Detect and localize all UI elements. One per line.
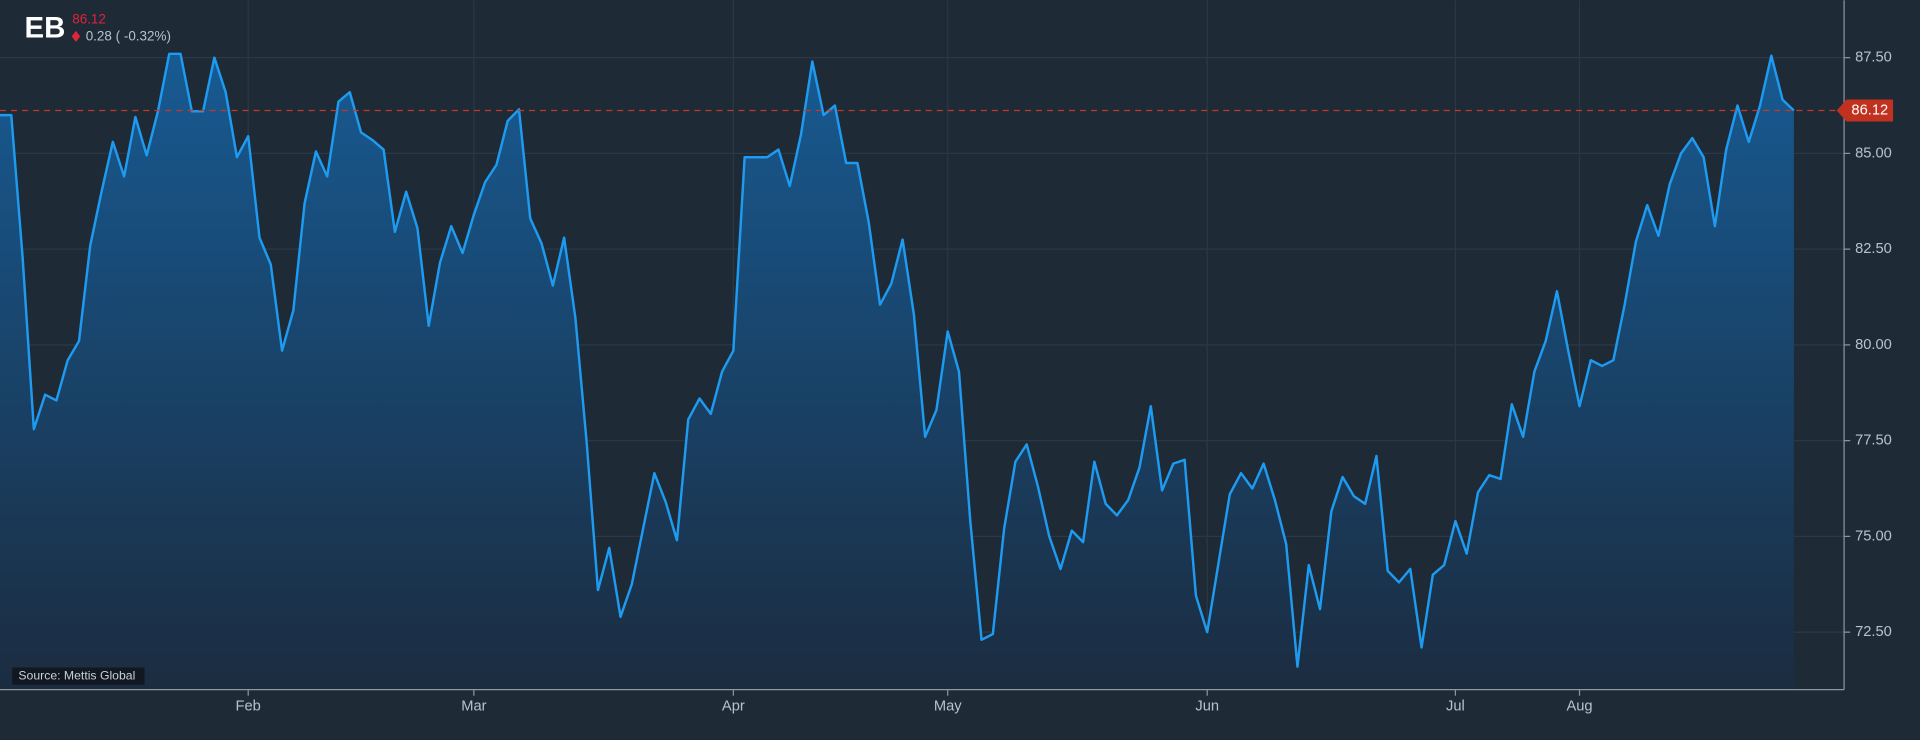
x-tick-label: Apr xyxy=(722,699,745,715)
area xyxy=(0,53,1794,690)
y-tick-label: 87.50 xyxy=(1855,50,1892,66)
x-tick-label: Jul xyxy=(1446,699,1465,715)
price: 86.12 xyxy=(72,11,106,26)
last-value-tag xyxy=(1836,99,1894,122)
change: 0.28 ( -0.32%) xyxy=(86,29,171,44)
source: Source: Mettis Global xyxy=(18,668,135,682)
down-icon xyxy=(71,30,81,42)
symbol: EB xyxy=(24,11,65,44)
y-tick-label: 82.50 xyxy=(1855,241,1892,257)
x-tick-label: May xyxy=(934,699,962,715)
x-tick-label: Feb xyxy=(236,699,261,715)
y-tick-label: 77.50 xyxy=(1855,433,1892,449)
x-tick-label: Mar xyxy=(461,699,486,715)
source-box xyxy=(12,667,145,685)
last-value-label: 86.12 xyxy=(1851,102,1888,118)
y-tick-label: 80.00 xyxy=(1855,337,1892,353)
plot xyxy=(0,52,1845,690)
x-tick-label: Jun xyxy=(1195,699,1219,715)
x-tick-label: Aug xyxy=(1566,699,1592,715)
axes: 72.50 75.00 77.50 80.00 82.50 85.00 87.50 Feb Ma… xyxy=(236,50,1894,715)
line xyxy=(0,52,1795,668)
y-tick-label: 85.00 xyxy=(1855,145,1892,161)
y-tick-label: 75.00 xyxy=(1855,528,1892,544)
y-tick-label: 72.50 xyxy=(1855,624,1892,640)
